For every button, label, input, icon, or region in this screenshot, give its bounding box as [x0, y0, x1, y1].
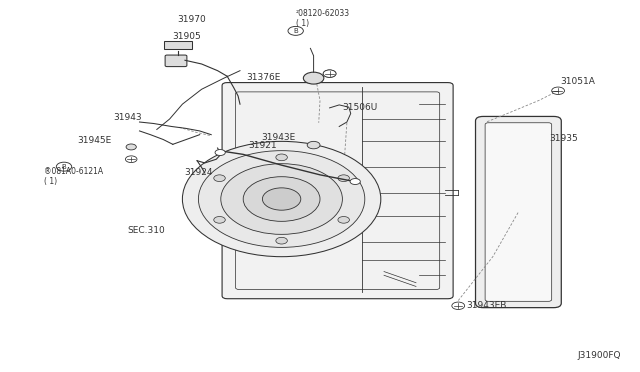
Circle shape [307, 141, 320, 149]
Text: 31506U: 31506U [342, 103, 378, 112]
FancyBboxPatch shape [485, 123, 552, 301]
Circle shape [350, 179, 360, 185]
FancyBboxPatch shape [222, 83, 453, 299]
Text: B: B [293, 28, 298, 34]
Circle shape [214, 217, 225, 223]
Circle shape [126, 144, 136, 150]
Circle shape [182, 141, 381, 257]
Circle shape [288, 26, 303, 35]
Circle shape [125, 156, 137, 163]
Text: 31945E: 31945E [77, 136, 112, 145]
Circle shape [552, 87, 564, 94]
Text: 31051A: 31051A [560, 77, 595, 86]
Text: 31935: 31935 [549, 134, 578, 143]
Text: J31900FQ: J31900FQ [577, 351, 621, 360]
Circle shape [276, 237, 287, 244]
Text: 31943: 31943 [113, 113, 142, 122]
Text: 31921: 31921 [248, 141, 277, 150]
Circle shape [303, 72, 324, 84]
Circle shape [198, 151, 365, 247]
Circle shape [221, 164, 342, 234]
Text: 31943E: 31943E [261, 133, 296, 142]
Circle shape [452, 302, 465, 310]
Circle shape [56, 162, 72, 171]
Circle shape [243, 177, 320, 221]
Text: B: B [61, 164, 67, 170]
Circle shape [323, 70, 336, 77]
Text: 31943EB: 31943EB [466, 301, 506, 310]
FancyBboxPatch shape [165, 55, 187, 67]
Circle shape [323, 70, 336, 77]
Text: ²08120-62033
( 1): ²08120-62033 ( 1) [296, 9, 350, 28]
Bar [164, 41, 192, 49]
Circle shape [214, 175, 225, 182]
Text: ®081A0-6121A
( 1): ®081A0-6121A ( 1) [44, 167, 102, 186]
Text: 31905: 31905 [173, 32, 201, 41]
Circle shape [215, 150, 225, 155]
Text: 31376E: 31376E [246, 73, 280, 82]
Text: 31970: 31970 [178, 15, 206, 24]
Circle shape [338, 217, 349, 223]
Circle shape [262, 188, 301, 210]
Circle shape [276, 154, 287, 161]
Text: 31924: 31924 [184, 168, 212, 177]
Circle shape [338, 175, 349, 182]
FancyBboxPatch shape [476, 116, 561, 308]
Text: SEC.310: SEC.310 [127, 226, 165, 235]
